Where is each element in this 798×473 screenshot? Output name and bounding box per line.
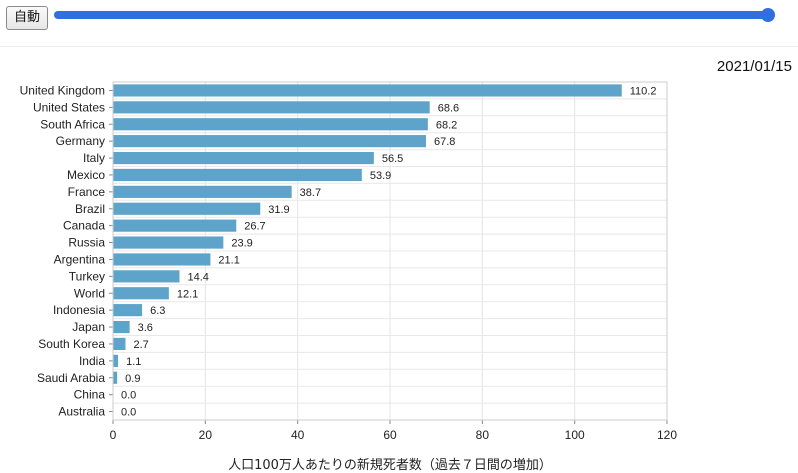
bar xyxy=(113,135,427,148)
bar xyxy=(113,270,180,283)
bar xyxy=(113,168,362,182)
value-label: 67.8 xyxy=(434,136,455,148)
x-tick-label: 0 xyxy=(110,428,117,442)
value-label: 0.0 xyxy=(121,390,136,402)
value-label: 56.5 xyxy=(382,153,403,165)
category-label: Mexico xyxy=(67,168,105,182)
bar xyxy=(113,371,118,384)
bars xyxy=(113,84,622,384)
x-tick-label: 40 xyxy=(291,428,305,442)
value-label: 68.2 xyxy=(436,119,457,131)
category-label: United Kingdom xyxy=(20,83,105,97)
date-slider-thumb[interactable] xyxy=(761,8,775,22)
bar xyxy=(113,151,374,165)
category-label: World xyxy=(74,286,105,300)
x-tick-label: 100 xyxy=(565,428,585,442)
category-label: China xyxy=(74,388,106,402)
bar xyxy=(113,287,169,300)
bar xyxy=(113,84,622,97)
plot-frame xyxy=(112,81,668,421)
x-tick-label: 60 xyxy=(383,428,397,442)
category-label: Russia xyxy=(68,236,105,250)
bar xyxy=(113,185,292,198)
x-axis-ticks: 0 20 40 60 80 100 120 xyxy=(110,420,677,442)
category-label: South Korea xyxy=(38,337,105,351)
auto-play-button[interactable]: 自動 xyxy=(6,6,48,30)
category-labels: United Kingdom United States South Africa G… xyxy=(20,83,113,419)
value-labels: 110.2 68.6 68.2 67.8 56.5 53.9 38.7 31.926.7 23.… xyxy=(121,85,656,418)
value-label: 26.7 xyxy=(244,221,265,233)
category-label: South Africa xyxy=(40,117,105,131)
value-label: 68.6 xyxy=(438,102,459,114)
value-label: 31.9 xyxy=(268,204,289,216)
value-label: 0.0 xyxy=(121,407,136,419)
date-slider-track[interactable] xyxy=(54,11,768,19)
bar xyxy=(113,118,428,131)
value-label: 12.1 xyxy=(177,288,198,300)
bar xyxy=(113,236,224,249)
category-label: Turkey xyxy=(69,269,105,283)
category-label: Italy xyxy=(83,151,105,165)
bar xyxy=(113,337,126,351)
x-tick-label: 120 xyxy=(657,428,677,442)
bar xyxy=(113,253,211,266)
category-label: Indonesia xyxy=(53,303,105,317)
bar xyxy=(113,219,237,232)
category-label: United States xyxy=(33,100,105,114)
bar xyxy=(113,354,119,367)
bar xyxy=(113,304,143,317)
x-tick-label: 80 xyxy=(476,428,490,442)
category-label: Argentina xyxy=(54,252,106,266)
category-label: Germany xyxy=(56,134,105,148)
value-label: 2.7 xyxy=(133,339,148,351)
bar xyxy=(113,320,130,334)
category-label: Australia xyxy=(58,405,105,419)
bar xyxy=(113,202,261,215)
value-label: 23.9 xyxy=(231,238,252,250)
bar xyxy=(113,101,430,114)
category-label: Saudi Arabia xyxy=(37,371,105,385)
value-label: 38.7 xyxy=(300,187,321,199)
category-label: India xyxy=(79,354,105,368)
value-label: 6.3 xyxy=(150,305,165,317)
value-label: 1.1 xyxy=(126,356,141,368)
control-bar: 自動 xyxy=(0,0,798,47)
current-date-label: 2021/01/15 xyxy=(716,58,792,75)
value-label: 53.9 xyxy=(370,170,391,182)
grid-lines xyxy=(112,82,668,420)
value-label: 21.1 xyxy=(218,254,239,266)
x-tick-label: 20 xyxy=(199,428,213,442)
value-label: 3.6 xyxy=(138,322,153,334)
category-label: France xyxy=(68,185,106,199)
value-label: 0.9 xyxy=(125,373,140,385)
category-label: Japan xyxy=(72,320,105,334)
category-label: Canada xyxy=(63,219,105,233)
x-axis-label: 人口100万人あたりの新規死者数（過去７日間の増加） xyxy=(228,458,552,473)
value-label: 14.4 xyxy=(187,271,208,283)
category-label: Brazil xyxy=(75,202,105,216)
value-label: 110.2 xyxy=(630,85,657,97)
